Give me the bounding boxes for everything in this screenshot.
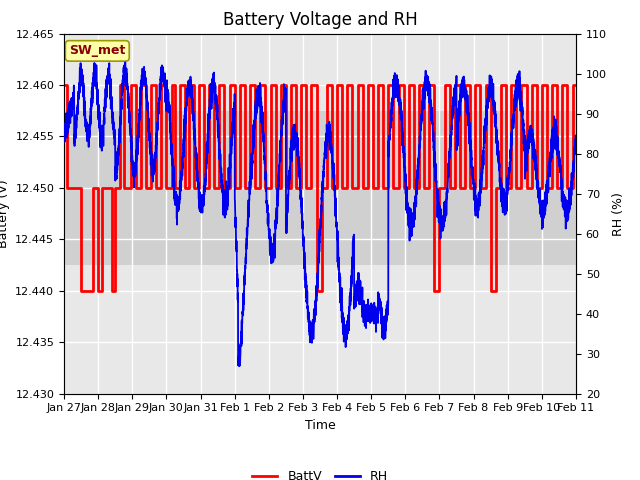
Title: Battery Voltage and RH: Battery Voltage and RH	[223, 11, 417, 29]
Text: SW_met: SW_met	[69, 44, 125, 58]
Y-axis label: Battery (V): Battery (V)	[0, 180, 10, 248]
Bar	[64, 111, 576, 265]
X-axis label: Time: Time	[305, 419, 335, 432]
Y-axis label: RH (%): RH (%)	[612, 192, 625, 236]
Legend: BattV, RH: BattV, RH	[248, 465, 392, 480]
Bar	[64, 34, 576, 394]
